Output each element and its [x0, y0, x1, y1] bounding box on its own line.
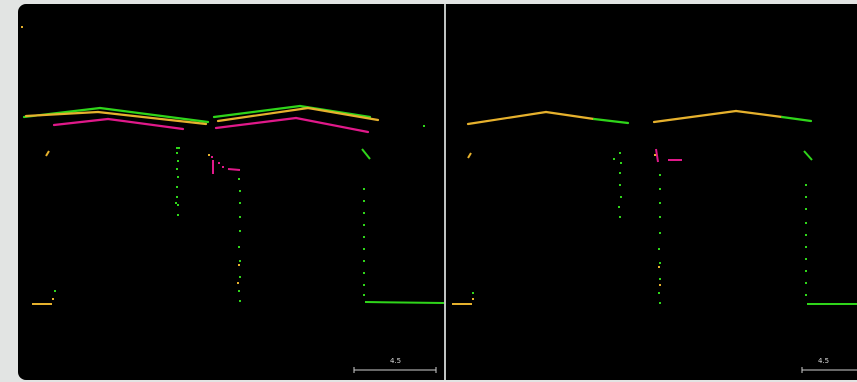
wall-points-right: [452, 148, 857, 305]
wall-points-left: [21, 26, 444, 305]
scale-bar-right: [801, 367, 857, 373]
scale-bar-left: [353, 367, 437, 373]
roof-lines-right: [466, 109, 813, 126]
point-cloud-view-right[interactable]: [446, 4, 857, 380]
point-cloud-view-left[interactable]: [18, 4, 444, 380]
view-divider[interactable]: [444, 4, 446, 380]
viewer-frame: 4.5: [18, 4, 857, 380]
scale-label-right: 4.5: [818, 357, 830, 365]
scale-label-left: 4.5: [390, 357, 402, 365]
roof-lines-left: [22, 104, 380, 134]
